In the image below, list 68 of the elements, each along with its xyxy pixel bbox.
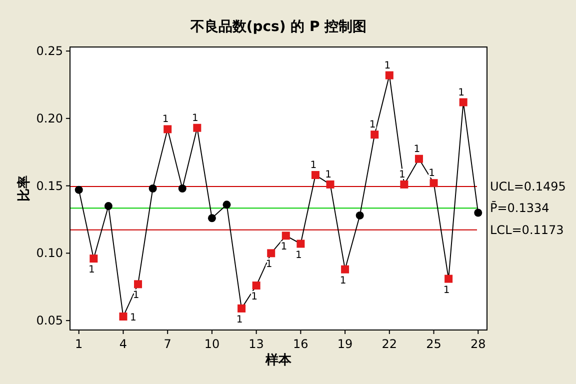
x-tick-label: 13 <box>248 337 264 351</box>
annotation: 1 <box>340 275 346 286</box>
point <box>370 130 379 139</box>
x-axis-title: 样本 <box>264 353 292 368</box>
point <box>311 171 320 180</box>
point <box>164 125 172 134</box>
point <box>385 71 394 80</box>
x-tick-label: 16 <box>293 337 308 351</box>
annotation: 1 <box>130 312 136 324</box>
ref-line-label: LCL=0.1173 <box>490 222 564 237</box>
point <box>104 202 112 210</box>
y-tick-label: 0.20 <box>36 111 63 126</box>
point <box>400 180 408 188</box>
point <box>74 186 83 194</box>
x-tick-label: 25 <box>426 337 442 351</box>
annotation: 1 <box>414 144 420 155</box>
point <box>119 312 128 321</box>
annotation: 1 <box>162 114 169 126</box>
annotation: 1 <box>325 169 332 180</box>
annotation: 1 <box>88 264 95 276</box>
point <box>178 184 186 192</box>
point <box>238 304 246 312</box>
point <box>193 124 202 132</box>
x-tick-label: 22 <box>382 337 398 351</box>
annotation: 1 <box>310 160 317 172</box>
annotation: 1 <box>428 168 435 180</box>
annotation: 1 <box>236 314 243 326</box>
annotation: 1 <box>192 112 198 124</box>
ref-line-label: P̄=0.1334 <box>490 200 550 216</box>
point <box>444 274 453 283</box>
point <box>222 200 231 209</box>
point <box>326 180 334 188</box>
y-tick-label: 0.05 <box>36 314 63 328</box>
point <box>282 232 290 240</box>
point <box>252 282 260 290</box>
point <box>134 280 142 288</box>
point <box>267 249 276 258</box>
x-tick-label: 7 <box>164 337 172 351</box>
point <box>341 265 350 274</box>
y-tick-label: 0.25 <box>36 44 63 58</box>
y-tick-label: 0.10 <box>36 246 63 260</box>
y-axis-title: 比率 <box>16 176 32 202</box>
annotation: 1 <box>251 292 258 303</box>
x-tick-label: 28 <box>470 337 486 351</box>
x-tick-label: 10 <box>204 337 220 351</box>
annotation: 1 <box>266 259 272 270</box>
x-tick-label: 4 <box>119 337 128 351</box>
annotation: 1 <box>384 60 391 72</box>
annotation: 1 <box>280 242 288 253</box>
annotation: 1 <box>443 284 450 296</box>
annotation: 1 <box>295 250 302 261</box>
x-tick-label: 1 <box>75 337 83 351</box>
x-tick-label: 19 <box>337 337 353 351</box>
point <box>208 214 216 222</box>
point <box>474 208 482 217</box>
point <box>414 154 423 163</box>
y-tick-label: 0.15 <box>36 178 63 193</box>
annotation: 1 <box>369 120 376 131</box>
point <box>356 211 364 220</box>
annotation: 1 <box>132 290 140 302</box>
point <box>148 184 157 192</box>
point <box>459 98 468 106</box>
point <box>296 240 305 248</box>
annotation: 1 <box>458 87 465 98</box>
point <box>430 179 438 188</box>
point <box>90 254 98 263</box>
ref-line-label: UCL=0.1495 <box>490 179 566 194</box>
chart-title: 不良品数(pcs) 的 P 控制图 <box>189 18 367 35</box>
